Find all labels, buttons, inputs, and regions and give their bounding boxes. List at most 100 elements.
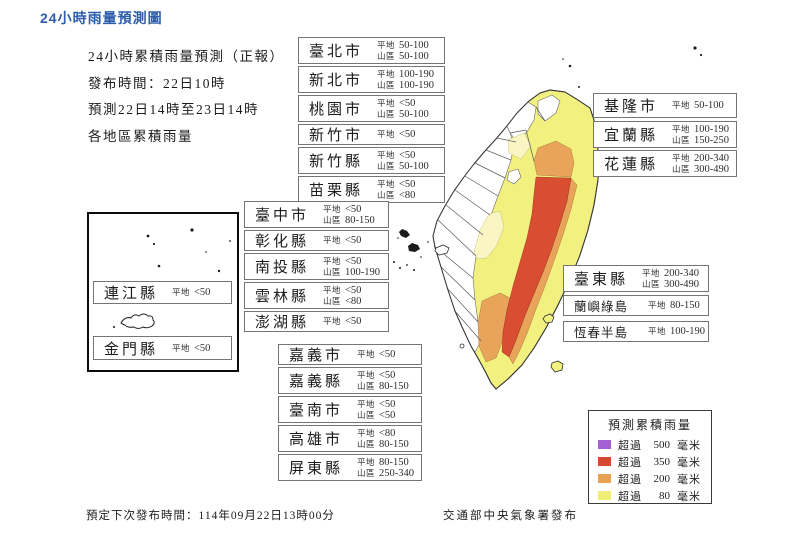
region-box-hsinchu-county: 新竹縣 平地 <50 山區 50-100 [298, 147, 445, 174]
plain-value: <50 [194, 342, 211, 354]
offshore-islands [459, 313, 564, 373]
region-values: 平地 80-150 [648, 300, 700, 311]
plain-value: <50 [194, 287, 211, 298]
region-box-nantou: 南投縣 平地 <50 山區 100-190 [244, 253, 389, 280]
mountain-value: 50-100 [399, 108, 429, 120]
mountain-value: 300-490 [664, 278, 700, 290]
plain-value: <50 [379, 398, 396, 410]
region-name: 基隆市 [604, 99, 659, 115]
plain-value: <50 [345, 235, 362, 246]
mountain-label: 山區 [357, 409, 376, 420]
plain-label: 平地 [357, 398, 376, 409]
matsu-islets [146, 228, 231, 273]
plain-label: 平地 [357, 456, 376, 467]
region-box-kinmen: 金門縣 平地 <50 [93, 336, 232, 360]
legend-prefix: 超過 [618, 490, 642, 503]
legend-prefix: 超過 [618, 439, 642, 452]
plain-label: 平地 [323, 203, 342, 214]
plain-value: <50 [379, 369, 396, 381]
region-values: 平地 <50 [172, 287, 210, 298]
region-values: 平地 <50 山區 50-100 [377, 98, 429, 120]
forecast-info-block: 24小時累積雨量預測（正報） 發布時間：22日10時 預測22日14時至23日1… [88, 44, 285, 150]
plain-label: 平地 [357, 427, 376, 438]
region-name: 嘉義市 [289, 348, 344, 364]
info-line-4: 各地區累積雨量 [88, 128, 193, 144]
plain-value: <50 [345, 255, 362, 267]
region-name: 新竹市 [309, 128, 364, 144]
legend-value: 200 [653, 472, 671, 485]
legend-title: 預測累積雨量 [607, 418, 692, 432]
plain-label: 平地 [357, 349, 376, 359]
mountain-value: 100-190 [399, 79, 435, 91]
region-name: 澎湖縣 [255, 315, 310, 331]
plain-value: <50 [399, 129, 416, 140]
mountain-label: 山區 [323, 266, 342, 277]
legend-swatch-orange [598, 474, 611, 483]
mountain-label: 山區 [377, 50, 396, 61]
mountain-value: 80-150 [345, 214, 375, 226]
plain-label: 平地 [377, 39, 396, 50]
penghu-islets [393, 229, 429, 271]
region-box-miaoli: 苗栗縣 平地 <50 山區 <80 [298, 176, 445, 203]
plain-value: <50 [345, 316, 362, 327]
mountain-label: 山區 [377, 108, 396, 119]
plain-value: <50 [345, 284, 362, 296]
legend-prefix: 超過 [618, 473, 642, 486]
mountain-label: 山區 [357, 380, 376, 391]
region-box-hualien: 花蓮縣 平地 200-340 山區 300-490 [593, 150, 737, 177]
legend-unit: 毫米 [677, 473, 701, 486]
legend-swatch-purple [598, 440, 611, 449]
mountain-label: 山區 [357, 438, 376, 449]
region-name: 雲林縣 [255, 289, 310, 305]
plain-value: <50 [345, 203, 362, 215]
region-name: 蘭嶼綠島 [574, 300, 629, 314]
plain-value: 100-190 [694, 123, 730, 135]
region-values: 平地 <50 [172, 343, 210, 354]
plain-label: 平地 [672, 100, 691, 110]
region-box-taipei: 臺北市 平地 50-100 山區 50-100 [298, 37, 445, 64]
region-values: 平地 <50 [357, 349, 395, 360]
mountain-value: 80-150 [379, 380, 409, 392]
mountain-label: 山區 [323, 214, 342, 225]
kinmen-island [120, 313, 155, 329]
plain-label: 平地 [377, 149, 396, 160]
mountain-value: 80-150 [379, 438, 409, 450]
region-box-kaohsiung: 高雄市 平地 <80 山區 80-150 [278, 425, 422, 452]
region-values: 平地 <50 [323, 316, 361, 327]
mountain-value: <80 [345, 295, 362, 307]
plain-value: <50 [399, 178, 416, 190]
region-values: 平地 <50 山區 <80 [377, 179, 415, 201]
region-name: 高雄市 [289, 432, 344, 448]
legend-swatch-red [598, 457, 611, 466]
plain-label: 平地 [377, 178, 396, 189]
mountain-value: <80 [399, 189, 416, 201]
region-box-tainan: 臺南市 平地 <50 山區 <50 [278, 396, 422, 423]
xiaoliuqiu-island [459, 343, 465, 349]
region-box-new-taipei: 新北市 平地 100-190 山區 100-190 [298, 66, 445, 93]
legend-value: 500 [653, 438, 671, 451]
mountain-label: 山區 [672, 134, 691, 145]
info-line-3: 預測22日14時至23日14時 [88, 102, 259, 117]
north-islets [562, 46, 703, 88]
region-box-yilan: 宜蘭縣 平地 100-190 山區 150-250 [593, 121, 737, 148]
region-values: 平地 50-100 [672, 100, 724, 111]
plain-value: <50 [399, 97, 416, 109]
legend-swatch-yellow [598, 491, 611, 500]
region-box-lanyu-ludao: 蘭嶼綠島 平地 80-150 [563, 295, 709, 316]
plain-value: <80 [379, 427, 396, 439]
plain-label: 平地 [377, 68, 396, 79]
region-name: 屏東縣 [289, 461, 344, 477]
plain-value: 80-150 [379, 456, 409, 468]
mountain-value: 50-100 [399, 50, 429, 62]
region-name: 桃園市 [309, 102, 364, 118]
region-box-pingtung: 屏東縣 平地 80-150 山區 250-340 [278, 454, 422, 481]
legend-row-350: 超過 350 毫米 [598, 453, 702, 470]
legend-row-500: 超過 500 毫米 [598, 436, 702, 453]
region-name: 嘉義縣 [289, 374, 344, 390]
next-release-time: 預定下次發布時間：114年09月22日13時00分 [86, 510, 335, 522]
region-values: 平地 200-340 山區 300-490 [672, 153, 729, 175]
mountain-value: 150-250 [694, 134, 730, 146]
region-name: 金門縣 [104, 341, 159, 358]
plain-value: 100-190 [399, 68, 435, 80]
info-line-1: 24小時累積雨量預測（正報） [88, 49, 285, 64]
